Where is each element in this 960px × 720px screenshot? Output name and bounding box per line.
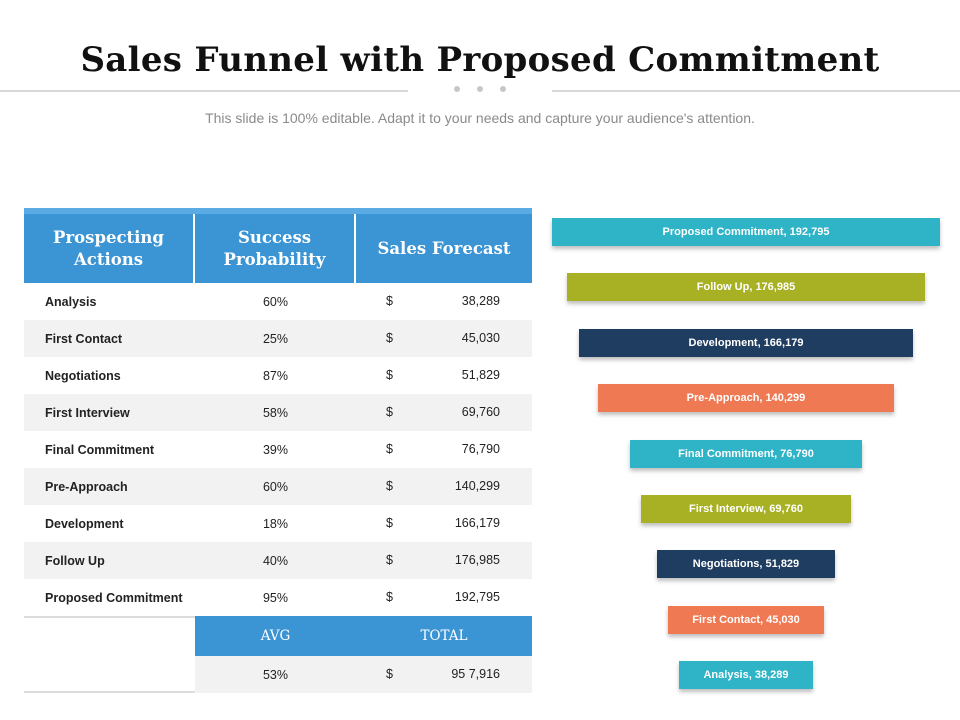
success-probability: 39% [262,442,289,457]
sales-funnel-chart: Proposed Commitment, 192,795 Follow Up, 1… [540,210,960,700]
table-body: Analysis 60% $38,289 First Contact 25% $45,03… [24,283,532,616]
funnel-bar: Negotiations, 51,829 [656,550,836,579]
sales-forecast-value: 76,790 [461,442,500,456]
funnel-bar: First Interview, 69,760 [641,495,851,523]
success-probability: 60% [262,294,289,309]
title-divider-right [552,90,960,92]
sales-forecast-value: 69,760 [461,405,500,419]
summary-spacer [24,656,195,691]
funnel-bar: Final Commitment, 76,790 [629,439,863,468]
success-probability: 25% [262,331,289,346]
action-name: Pre-Approach [45,479,128,494]
success-probability: 40% [262,553,289,568]
table-row: Pre-Approach 60% $140,299 [24,468,532,505]
funnel-bar: Analysis, 38,289 [679,661,813,690]
action-name: First Contact [45,331,123,346]
table-row: Proposed Commitment 95% $192,795 [24,579,532,616]
sales-forecast-value: 38,289 [461,294,500,308]
currency-symbol: $ [386,331,393,345]
currency-symbol: $ [386,516,393,530]
success-probability: 60% [262,479,289,494]
sales-forecast-value: 176,985 [454,553,500,567]
currency-symbol: $ [386,553,393,567]
divider-dot [454,86,460,92]
sales-forecast-cell: $76,790 [356,431,532,468]
success-probability: 95% [262,590,289,605]
column-header-actions: Prospecting Actions [24,214,195,283]
sales-forecast-cell: $51,829 [356,357,532,394]
summary-spacer [24,616,195,656]
sales-forecast-value: 140,299 [454,479,500,493]
success-probability: 58% [262,405,289,420]
action-name: Negotiations [45,368,121,383]
page-title: Sales Funnel with Proposed Commitment [80,40,880,80]
total-cell: $ 95 7,916 [356,656,532,693]
page-subtitle: This slide is 100% editable. Adapt it to… [205,110,755,126]
table-row: First Interview 58% $69,760 [24,394,532,431]
divider-dot [500,86,506,92]
table-header: Prospecting Actions Success Probability … [24,208,532,283]
action-name: Development [45,516,124,531]
currency-symbol: $ [386,590,393,604]
currency-symbol: $ [386,479,393,493]
currency-symbol: $ [386,667,393,681]
currency-symbol: $ [386,405,393,419]
sales-forecast-value: 51,829 [461,368,500,382]
title-divider-left [0,90,408,92]
column-header-probability: Success Probability [195,214,356,283]
summary-row: 53% $ 95 7,916 [24,656,532,693]
forecast-table: Prospecting Actions Success Probability … [24,208,532,693]
table-row: Development 18% $166,179 [24,505,532,542]
sales-forecast-cell: $38,289 [356,283,532,320]
action-name: Final Commitment [45,442,155,457]
sales-forecast-cell: $176,985 [356,542,532,579]
funnel-bar: Follow Up, 176,985 [566,273,926,302]
action-name: Proposed Commitment [45,590,183,605]
sales-forecast-value: 166,179 [454,516,500,530]
action-name: First Interview [45,405,130,420]
currency-symbol: $ [386,368,393,382]
funnel-bar: First Contact, 45,030 [667,605,825,634]
success-probability: 18% [262,516,289,531]
sales-forecast-value: 45,030 [461,331,500,345]
funnel-bar: Development, 166,179 [579,328,913,357]
sales-forecast-cell: $69,760 [356,394,532,431]
success-probability: 87% [262,368,289,383]
avg-label: AVG [195,616,356,656]
sales-forecast-cell: $140,299 [356,468,532,505]
summary-header: AVG TOTAL [24,616,532,656]
sales-forecast-cell: $45,030 [356,320,532,357]
total-label: TOTAL [356,616,532,656]
currency-symbol: $ [386,442,393,456]
action-name: Analysis [45,294,97,309]
currency-symbol: $ [386,294,393,308]
divider-dot [477,86,483,92]
action-name: Follow Up [45,553,105,568]
table-row: Final Commitment 39% $76,790 [24,431,532,468]
column-header-forecast: Sales Forecast [377,238,511,258]
table-row: Negotiations 87% $51,829 [24,357,532,394]
table-row: Analysis 60% $38,289 [24,283,532,320]
divider-dots [448,86,512,96]
avg-value: 53% [195,656,356,693]
sales-forecast-value: 192,795 [454,590,500,604]
sales-forecast-cell: $166,179 [356,505,532,542]
table-row: Follow Up 40% $176,985 [24,542,532,579]
total-value: 95 7,916 [451,667,500,681]
sales-forecast-cell: $192,795 [356,579,532,616]
funnel-bar: Pre-Approach, 140,299 [597,384,895,413]
table-row: First Contact 25% $45,030 [24,320,532,357]
funnel-bar: Proposed Commitment, 192,795 [552,218,940,246]
